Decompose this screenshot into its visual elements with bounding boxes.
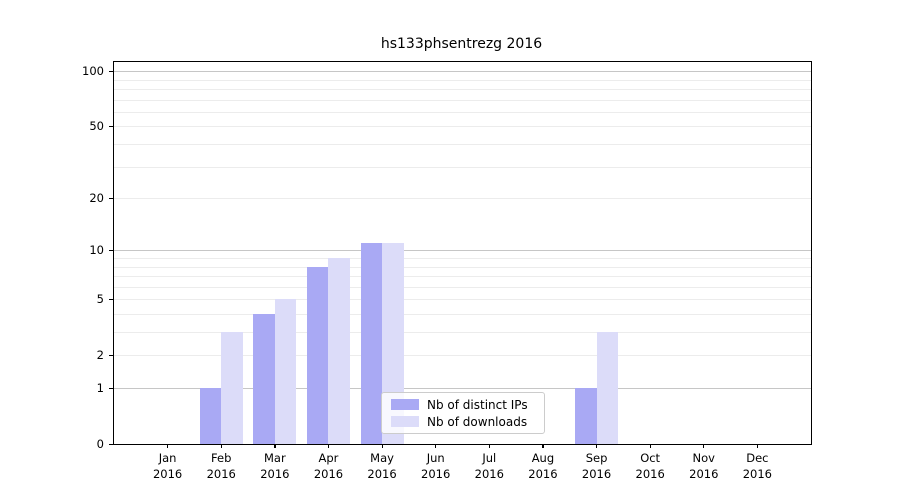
bar-distinct-ips-may xyxy=(360,243,383,444)
major-gridline xyxy=(114,388,811,389)
x-tick-label-mar: Mar 2016 xyxy=(260,451,290,481)
y-tick-label: 10 xyxy=(89,243,104,258)
x-tick-label-may: May 2016 xyxy=(367,451,397,481)
minor-gridline xyxy=(114,79,811,81)
y-tick-label: 2 xyxy=(96,348,104,363)
x-tick-label-aug: Aug 2016 xyxy=(528,451,558,481)
dark-bar-swatch xyxy=(391,399,419,410)
bar-downloads-sep xyxy=(596,332,619,444)
x-tick-mark xyxy=(274,444,276,448)
bar-distinct-ips-apr xyxy=(306,266,329,444)
x-tick-mark xyxy=(381,444,383,448)
minor-gridline xyxy=(114,286,811,288)
light-bar-swatch xyxy=(391,416,419,427)
x-tick-label-jun: Jun 2016 xyxy=(421,451,451,481)
x-tick-label-feb: Feb 2016 xyxy=(206,451,236,481)
x-tick-mark xyxy=(435,444,437,448)
legend-item-downloads: Nb of downloads xyxy=(391,415,544,429)
minor-gridline xyxy=(114,198,811,200)
minor-gridline xyxy=(114,89,811,91)
x-tick-mark xyxy=(596,444,598,448)
x-tick-mark xyxy=(220,444,222,448)
legend-label-downloads: Nb of downloads xyxy=(427,414,528,429)
x-tick-label-sep: Sep 2016 xyxy=(581,451,612,481)
bar-downloads-mar xyxy=(274,299,297,444)
x-tick-mark xyxy=(167,444,169,448)
y-tick-label: 20 xyxy=(89,191,104,206)
y-tick-mark xyxy=(109,125,113,128)
x-tick-mark xyxy=(703,444,705,448)
major-gridline xyxy=(114,71,811,73)
y-tick-mark xyxy=(109,387,113,389)
minor-gridline xyxy=(114,299,811,301)
y-tick-mark xyxy=(109,249,113,251)
y-tick-mark xyxy=(109,197,113,199)
chart-title: hs133phsentrezg 2016 xyxy=(380,36,543,52)
minor-gridline xyxy=(114,266,811,268)
y-tick-label: 0 xyxy=(96,437,104,451)
x-tick-label-oct: Oct 2016 xyxy=(635,451,665,481)
x-tick-mark xyxy=(649,444,651,448)
x-tick-label-jul: Jul 2016 xyxy=(474,451,504,481)
y-tick-label: 5 xyxy=(96,292,104,307)
plot-area: 0 1 2 5 10 20 50 100 Jan 2016 Feb 2016 Mar 2016 Apr… xyxy=(82,61,812,481)
minor-gridline xyxy=(114,166,811,168)
minor-gridline xyxy=(114,126,811,128)
minor-gridline xyxy=(114,313,811,315)
x-tick-label-apr: Apr 2016 xyxy=(313,451,344,481)
bar-downloads-apr xyxy=(328,258,350,444)
y-tick-mark xyxy=(109,443,113,445)
bar-downloads-feb xyxy=(221,332,243,444)
minor-gridline xyxy=(114,99,811,101)
minor-gridline xyxy=(114,332,811,334)
minor-gridline xyxy=(114,276,811,278)
y-tick-label: 50 xyxy=(89,119,104,134)
bar-distinct-ips-feb xyxy=(199,388,222,444)
y-tick-label: 100 xyxy=(82,64,104,79)
x-tick-mark xyxy=(488,444,490,448)
minor-gridline xyxy=(114,258,811,259)
legend: Nb of distinct IPs Nb of downloads xyxy=(381,392,545,434)
bar-distinct-ips-sep xyxy=(575,388,597,444)
y-tick-label: 1 xyxy=(96,381,104,395)
minor-gridline xyxy=(114,144,811,146)
bar-distinct-ips-mar xyxy=(253,313,275,444)
x-tick-mark xyxy=(756,444,759,448)
y-tick-mark xyxy=(109,70,113,72)
legend-item-distinct-ips: Nb of distinct IPs xyxy=(391,398,544,412)
legend-label-distinct-ips: Nb of distinct IPs xyxy=(427,397,528,412)
x-tick-mark xyxy=(542,444,544,448)
y-tick-mark xyxy=(109,354,113,356)
major-gridline xyxy=(114,250,811,252)
x-tick-label-dec: Dec 2016 xyxy=(742,451,773,481)
minor-gridline xyxy=(114,111,811,113)
minor-gridline xyxy=(114,355,811,357)
x-tick-mark xyxy=(327,444,330,448)
x-tick-label-jan: Jan 2016 xyxy=(152,451,183,481)
y-tick-mark xyxy=(109,298,113,300)
x-tick-label-nov: Nov 2016 xyxy=(689,451,719,481)
